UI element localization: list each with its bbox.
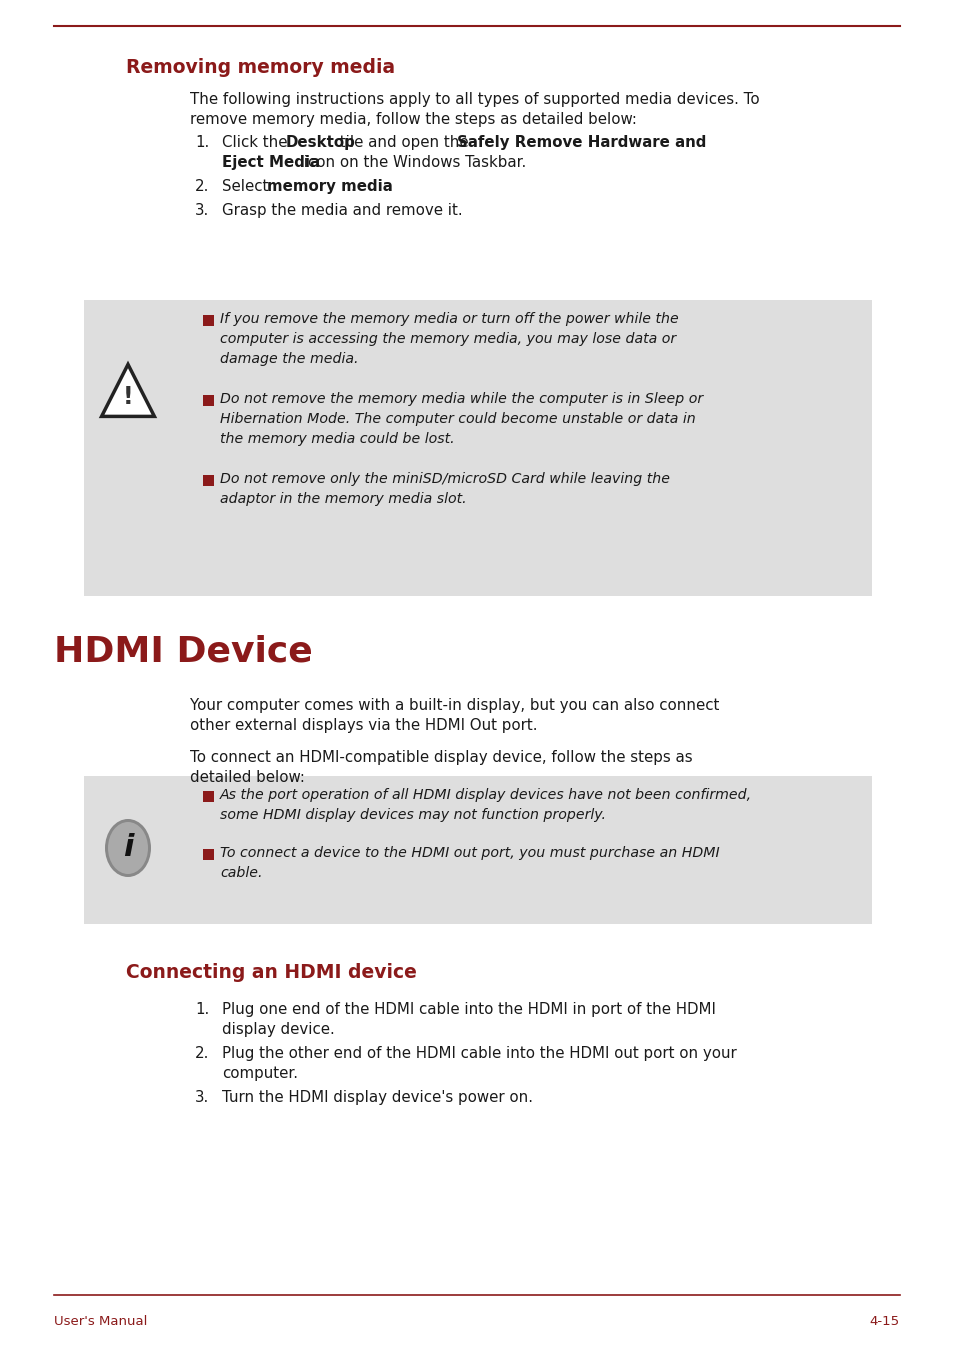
- Text: Your computer comes with a built-in display, but you can also connect: Your computer comes with a built-in disp…: [190, 698, 719, 713]
- Ellipse shape: [108, 822, 148, 874]
- Text: Click the: Click the: [222, 134, 292, 151]
- Text: The following instructions apply to all types of supported media devices. To: The following instructions apply to all …: [190, 91, 759, 108]
- Text: some HDMI display devices may not function properly.: some HDMI display devices may not functi…: [220, 808, 605, 822]
- Text: As the port operation of all HDMI display devices have not been confirmed,: As the port operation of all HDMI displa…: [220, 788, 751, 802]
- Text: computer is accessing the memory media, you may lose data or: computer is accessing the memory media, …: [220, 332, 676, 346]
- Text: 2.: 2.: [194, 1046, 209, 1061]
- Text: To connect an HDMI-compatible display device, follow the steps as: To connect an HDMI-compatible display de…: [190, 751, 692, 765]
- Text: tile and open the: tile and open the: [335, 134, 473, 151]
- Text: adaptor in the memory media slot.: adaptor in the memory media slot.: [220, 492, 466, 506]
- Text: Grasp the media and remove it.: Grasp the media and remove it.: [222, 203, 462, 218]
- Text: Connecting an HDMI device: Connecting an HDMI device: [126, 963, 416, 982]
- Text: If you remove the memory media or turn off the power while the: If you remove the memory media or turn o…: [220, 312, 678, 325]
- Text: Safely Remove Hardware and: Safely Remove Hardware and: [456, 134, 705, 151]
- Text: Turn the HDMI display device's power on.: Turn the HDMI display device's power on.: [222, 1089, 533, 1106]
- Text: Plug the other end of the HDMI cable into the HDMI out port on your: Plug the other end of the HDMI cable int…: [222, 1046, 736, 1061]
- Text: Plug one end of the HDMI cable into the HDMI in port of the HDMI: Plug one end of the HDMI cable into the …: [222, 1002, 715, 1017]
- FancyBboxPatch shape: [84, 300, 871, 596]
- Text: 2.: 2.: [194, 179, 209, 194]
- Text: To connect a device to the HDMI out port, you must purchase an HDMI: To connect a device to the HDMI out port…: [220, 846, 719, 859]
- Bar: [203, 395, 213, 406]
- Text: detailed below:: detailed below:: [190, 769, 305, 785]
- Text: 1.: 1.: [194, 134, 209, 151]
- Text: other external displays via the HDMI Out port.: other external displays via the HDMI Out…: [190, 718, 537, 733]
- Text: HDMI Device: HDMI Device: [54, 635, 313, 668]
- Text: !: !: [123, 385, 133, 409]
- Text: .: .: [351, 179, 355, 194]
- Text: remove memory media, follow the steps as detailed below:: remove memory media, follow the steps as…: [190, 112, 637, 126]
- Text: memory media: memory media: [267, 179, 392, 194]
- Text: Hibernation Mode. The computer could become unstable or data in: Hibernation Mode. The computer could bec…: [220, 412, 695, 426]
- Text: Select: Select: [222, 179, 273, 194]
- Text: Removing memory media: Removing memory media: [126, 58, 395, 77]
- Bar: [203, 849, 213, 859]
- Text: display device.: display device.: [222, 1022, 335, 1037]
- Text: 3.: 3.: [194, 203, 209, 218]
- Bar: [203, 315, 213, 325]
- Text: i: i: [123, 834, 133, 862]
- Bar: [203, 791, 213, 802]
- Text: icon on the Windows Taskbar.: icon on the Windows Taskbar.: [298, 155, 526, 169]
- Text: Do not remove only the miniSD/microSD Card while leaving the: Do not remove only the miniSD/microSD Ca…: [220, 472, 669, 486]
- Text: 4-15: 4-15: [869, 1315, 899, 1328]
- Text: 3.: 3.: [194, 1089, 209, 1106]
- Polygon shape: [101, 364, 154, 417]
- Text: damage the media.: damage the media.: [220, 352, 358, 366]
- Ellipse shape: [105, 819, 151, 877]
- Text: Desktop: Desktop: [286, 134, 355, 151]
- Text: computer.: computer.: [222, 1067, 297, 1081]
- Text: cable.: cable.: [220, 866, 262, 880]
- Bar: [203, 475, 213, 486]
- Text: 1.: 1.: [194, 1002, 209, 1017]
- Text: the memory media could be lost.: the memory media could be lost.: [220, 432, 455, 447]
- Text: User's Manual: User's Manual: [54, 1315, 147, 1328]
- Text: Do not remove the memory media while the computer is in Sleep or: Do not remove the memory media while the…: [220, 391, 702, 406]
- Text: Eject Media: Eject Media: [222, 155, 319, 169]
- FancyBboxPatch shape: [84, 776, 871, 924]
